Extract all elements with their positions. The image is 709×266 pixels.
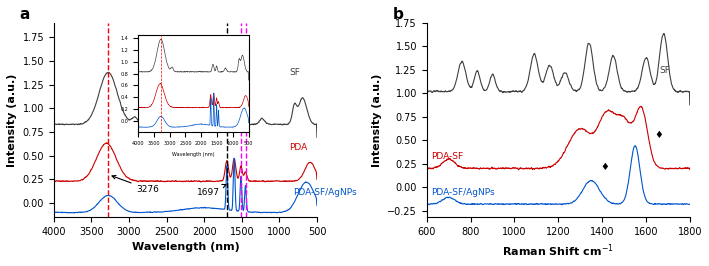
Text: a: a [20, 7, 30, 22]
Text: PDA-SF/AgNPs: PDA-SF/AgNPs [431, 188, 495, 197]
Text: 1697: 1697 [196, 184, 226, 197]
X-axis label: Raman Shift cm$^{-1}$: Raman Shift cm$^{-1}$ [503, 242, 614, 259]
Text: SF: SF [659, 66, 670, 75]
Text: b: b [393, 7, 403, 22]
Y-axis label: Intensity (a.u.): Intensity (a.u.) [7, 73, 17, 167]
Text: PDA-SF/AgNPs: PDA-SF/AgNPs [293, 188, 357, 197]
X-axis label: Wavelength (nm): Wavelength (nm) [132, 242, 239, 252]
Text: SF: SF [289, 68, 300, 77]
Text: ♦: ♦ [654, 130, 664, 140]
Text: PDA-SF: PDA-SF [431, 152, 463, 161]
Text: ♦: ♦ [600, 162, 608, 172]
Text: PDA: PDA [289, 143, 308, 152]
Text: 3276: 3276 [112, 176, 160, 194]
Y-axis label: Intensity (a.u.): Intensity (a.u.) [372, 73, 381, 167]
